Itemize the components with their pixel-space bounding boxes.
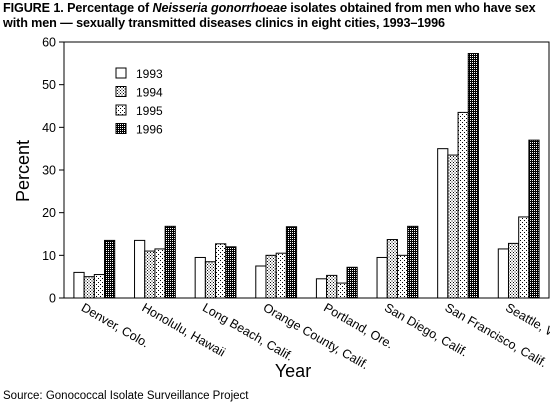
x-category-label: Denver, Colo. [79,300,152,350]
bar-1994 [326,274,338,299]
bar-1993 [376,256,388,299]
legend-swatch-1993 [115,67,127,79]
legend-label-1993: 1993 [136,67,163,81]
bar-1996 [346,266,358,299]
bar-1994 [204,261,217,299]
y-tick-label: 50 [42,78,56,92]
legend-swatch-1996 [115,123,127,134]
legend-swatch-1994 [115,86,127,97]
bar-1994 [386,239,398,299]
y-tick-label: 30 [42,164,56,178]
bar-1995 [215,243,227,299]
bar-1996 [467,53,479,299]
bar-1993 [437,148,449,299]
legend: 1993 1994 1995 1996 [115,67,163,137]
bar-1995 [457,111,469,299]
x-axis-label: Year [275,361,311,381]
bar-1995 [154,248,166,299]
y-tick-label: 10 [42,249,56,263]
bar-1994 [265,254,277,299]
bar-1993 [497,248,509,299]
bar-1993 [255,265,267,299]
bar-1993 [73,271,85,299]
bar-1996 [285,226,298,299]
bar-1996 [225,246,237,299]
bar-1996 [104,239,116,299]
y-axis-ticks: 0 10 20 30 40 50 60 [42,36,64,306]
bar-1995 [93,274,106,299]
bar-1995 [275,252,287,299]
bar-1995 [518,216,530,299]
y-tick-label: 20 [42,206,56,220]
bar-1995 [396,254,409,299]
y-tick-label: 40 [42,121,56,135]
bar-1994 [447,154,459,299]
bar-1994 [144,250,156,299]
y-axis-label: Percent [13,140,33,202]
bar-1996 [407,225,419,299]
bar-1993 [315,278,328,299]
x-category-label: San Francisco, Calif. [443,300,550,370]
bar-1994 [83,276,95,299]
bar-1993 [134,239,146,299]
chart-title: FIGURE 1. Percentage of Neisseria gonorr… [3,1,536,30]
bar-1996 [164,225,176,299]
y-tick-label: 0 [49,292,56,306]
bars [73,53,540,299]
bar-1996 [528,139,540,299]
legend-label-1996: 1996 [136,123,163,137]
legend-label-1995: 1995 [136,104,163,118]
y-tick-label: 60 [42,36,56,50]
bar-1994 [507,242,520,299]
legend-swatch-1995 [115,104,127,116]
legend-label-1994: 1994 [136,86,163,100]
source-note: Source: Gonococcal Isolate Surveillance … [3,390,249,402]
bar-1995 [336,282,348,299]
bar-1993 [194,256,206,299]
